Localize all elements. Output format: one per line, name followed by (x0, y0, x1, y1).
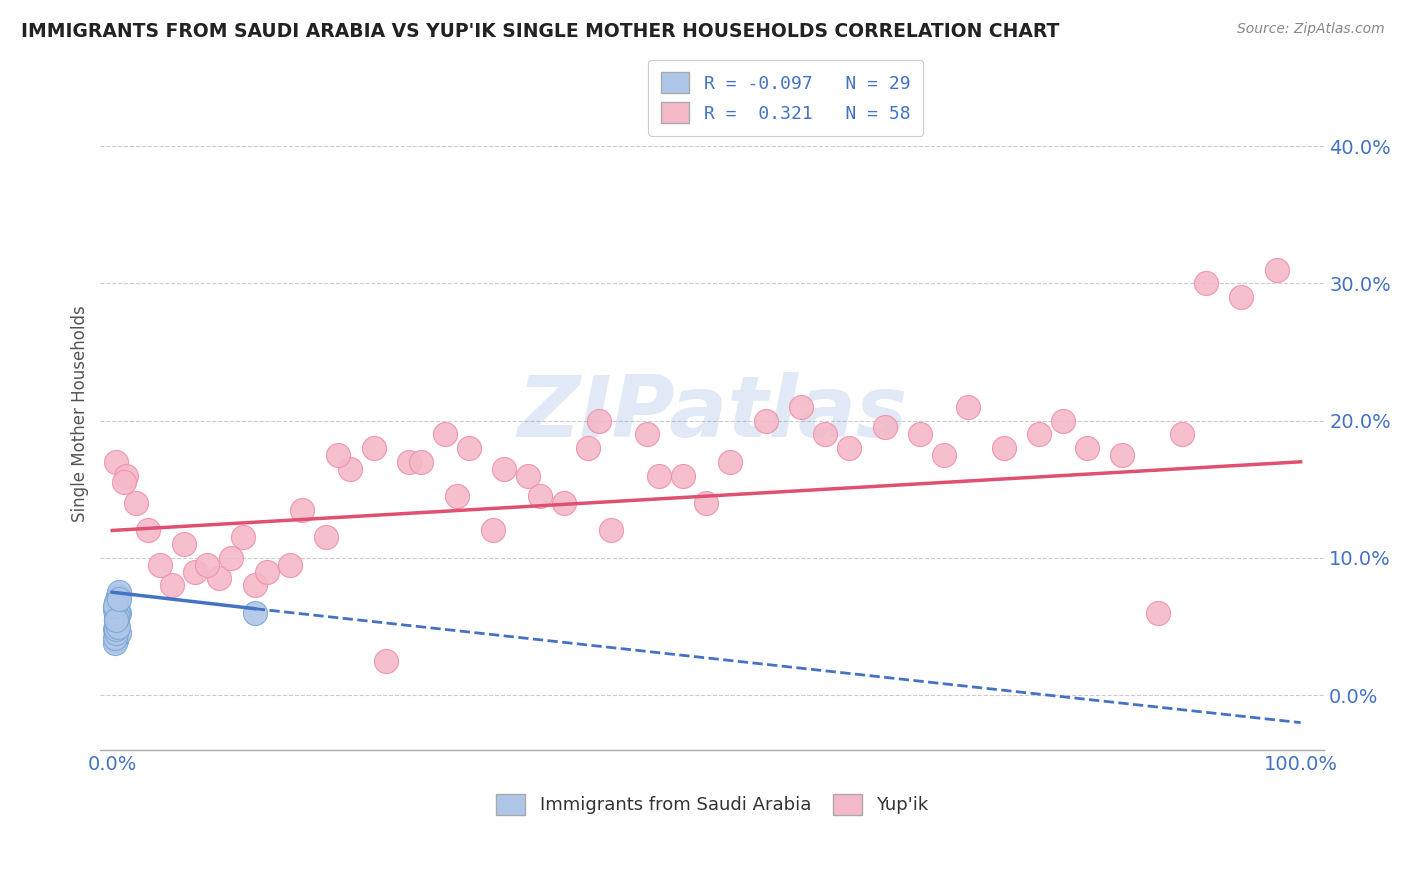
Point (1230, 290, 1253, 304)
Point (108, 592, 131, 607)
Point (695, 496, 717, 510)
Point (115, 468, 138, 483)
Point (838, 441, 860, 455)
Point (517, 468, 540, 483)
Point (136, 524, 159, 538)
Point (755, 414, 778, 428)
Point (104, 636, 127, 650)
Point (339, 461, 361, 475)
Point (173, 537, 195, 551)
Point (636, 427, 658, 442)
Legend: Immigrants from Saudi Arabia, Yup'ik: Immigrants from Saudi Arabia, Yup'ik (489, 787, 935, 822)
Point (718, 455, 741, 469)
Point (672, 468, 695, 483)
Point (553, 496, 575, 510)
Point (1265, 262, 1288, 277)
Point (104, 603, 127, 617)
Point (1028, 427, 1050, 442)
Point (873, 420, 896, 434)
Point (105, 613, 128, 627)
Text: IMMIGRANTS FROM SAUDI ARABIA VS YUP'IK SINGLE MOTHER HOUSEHOLDS CORRELATION CHAR: IMMIGRANTS FROM SAUDI ARABIA VS YUP'IK S… (21, 22, 1060, 41)
Point (1076, 441, 1098, 455)
Point (280, 558, 302, 572)
Text: ZIPatlas: ZIPatlas (517, 372, 907, 455)
Point (105, 616, 128, 631)
Point (149, 558, 172, 572)
Point (105, 603, 128, 617)
Point (315, 530, 337, 544)
Point (160, 578, 183, 592)
Text: Source: ZipAtlas.com: Source: ZipAtlas.com (1237, 22, 1385, 37)
Point (457, 441, 479, 455)
Point (411, 455, 433, 469)
Point (107, 592, 129, 607)
Point (107, 619, 129, 633)
Point (108, 585, 131, 599)
Point (108, 626, 131, 640)
Point (104, 595, 127, 609)
Point (104, 608, 127, 623)
Point (1052, 414, 1074, 428)
Point (105, 619, 128, 633)
Point (195, 558, 218, 572)
Point (814, 427, 837, 442)
Point (125, 496, 148, 510)
Point (1111, 448, 1133, 462)
Point (104, 599, 127, 613)
Point (648, 468, 671, 483)
Point (588, 414, 610, 428)
Point (363, 441, 385, 455)
Point (104, 633, 127, 648)
Point (243, 578, 266, 592)
Point (433, 427, 456, 442)
Point (576, 441, 599, 455)
Point (993, 441, 1015, 455)
Point (494, 461, 516, 475)
Point (104, 455, 127, 469)
Point (291, 503, 314, 517)
Point (790, 400, 813, 414)
Point (374, 654, 396, 668)
Point (108, 606, 131, 620)
Point (956, 400, 979, 414)
Point (208, 572, 231, 586)
Point (104, 622, 127, 636)
Point (104, 631, 127, 645)
Point (219, 550, 242, 565)
Point (600, 524, 623, 538)
Point (107, 590, 129, 604)
Point (104, 613, 127, 627)
Point (105, 608, 128, 623)
Point (232, 530, 254, 544)
Point (112, 475, 135, 490)
Point (1171, 427, 1194, 442)
Point (104, 622, 127, 636)
Point (1194, 277, 1216, 291)
Point (256, 565, 278, 579)
Point (243, 606, 266, 620)
Y-axis label: Single Mother Households: Single Mother Households (72, 305, 89, 522)
Point (398, 455, 420, 469)
Point (932, 448, 955, 462)
Point (105, 608, 128, 623)
Point (910, 427, 932, 442)
Point (104, 599, 127, 613)
Point (184, 565, 207, 579)
Point (446, 489, 468, 503)
Point (326, 448, 349, 462)
Point (107, 606, 129, 620)
Point (481, 524, 503, 538)
Point (107, 595, 129, 609)
Point (104, 613, 127, 627)
Point (104, 626, 127, 640)
Point (1147, 606, 1170, 620)
Point (529, 489, 551, 503)
